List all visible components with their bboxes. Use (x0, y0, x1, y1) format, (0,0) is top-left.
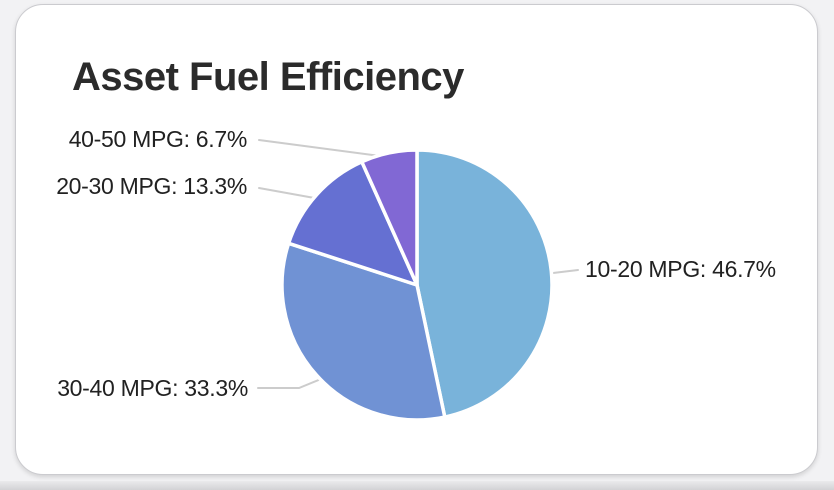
slice-label-40-50-mpg: 40-50 MPG: 6.7% (68, 126, 248, 152)
slice-label-20-30-mpg: 20-30 MPG: 13.3% (56, 173, 247, 199)
chart-title: Asset Fuel Efficiency (72, 55, 464, 99)
leader-line (258, 187, 321, 200)
pie-slice-40-50-mpg[interactable] (360, 148, 419, 287)
leader-line (258, 139, 389, 158)
leader-line (552, 269, 579, 274)
slice-label-10-20-mpg: 10-20 MPG: 46.7% (585, 256, 776, 282)
leader-line (257, 378, 322, 389)
lower-panel-edge (0, 481, 834, 490)
slice-label-30-40-mpg: 30-40 MPG: 33.3% (57, 375, 248, 401)
pie-slice-30-40-mpg[interactable] (280, 241, 447, 422)
pie-slice-20-30-mpg[interactable] (286, 160, 419, 287)
pie-slice-10-20-mpg[interactable] (415, 148, 554, 419)
